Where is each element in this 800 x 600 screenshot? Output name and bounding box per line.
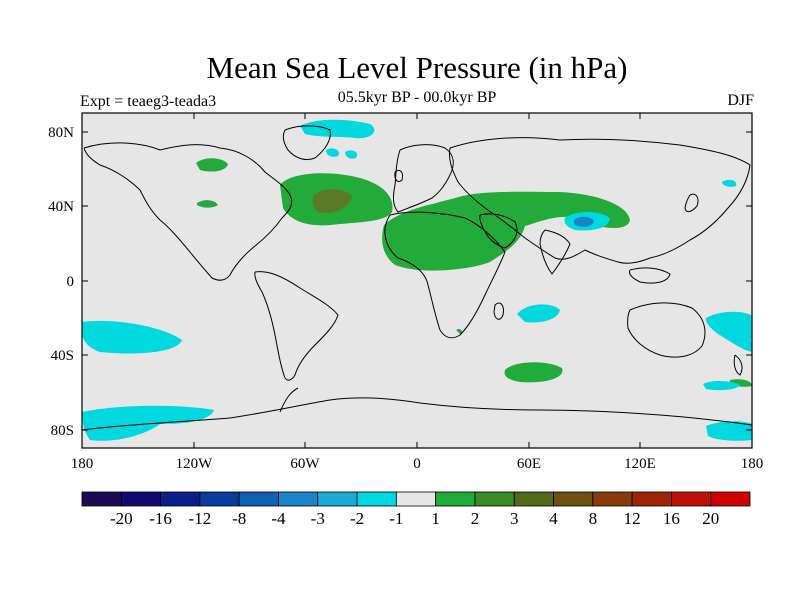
x-axis-labels: 180 120W 60W 0 60E 120E 180	[71, 456, 764, 472]
colorbar-swatch	[160, 491, 201, 507]
coastlines	[82, 125, 752, 431]
colorbar-labels: -20 -16 -12 -8 -4 -3 -2 -1 1 2 3 4 8 12 16 20	[110, 509, 719, 528]
coast-south-america	[254, 271, 339, 381]
colorbar-swatch	[474, 491, 515, 507]
colorbar-label: 2	[471, 509, 480, 528]
colorbar-swatch	[710, 491, 751, 507]
coast-india	[539, 229, 571, 275]
colorbar-label: -8	[232, 509, 246, 528]
x-tick-label: 180	[71, 456, 94, 472]
anomaly-layer	[82, 119, 752, 441]
axis-ticks	[82, 113, 752, 448]
y-tick-label: 40N	[48, 199, 74, 215]
experiment-label: Expt = teaeg3-teada3	[80, 93, 217, 110]
x-tick-label: 0	[413, 456, 421, 472]
colorbar-swatch	[356, 491, 397, 507]
coast-new-zealand	[733, 354, 743, 376]
coast-asia	[449, 137, 751, 264]
anomaly-arctic-a	[300, 119, 375, 139]
x-tick-label: 180	[741, 456, 764, 472]
anomaly-tibet-core	[574, 216, 594, 227]
anomaly-australia-east	[705, 311, 752, 352]
anomaly-southern-ocean-east	[703, 381, 740, 391]
coast-uk	[394, 169, 403, 183]
colorbar-swatch	[317, 491, 358, 507]
anomaly-indian-ocean	[517, 304, 560, 323]
y-tick-label: 0	[67, 274, 75, 290]
coast-africa	[384, 211, 506, 339]
colorbar-label: -2	[350, 509, 364, 528]
anomaly-arctic-c	[345, 150, 358, 159]
coast-antarctic-peninsula	[279, 387, 299, 413]
y-tick-label: 80N	[48, 125, 74, 141]
coast-madagascar	[493, 302, 504, 320]
map-background	[82, 113, 752, 448]
anomaly-arctic-b	[326, 148, 339, 157]
colorbar-label: 1	[431, 509, 440, 528]
anomaly-siberia-small	[722, 179, 737, 187]
colorbar-swatch	[238, 491, 279, 507]
anomaly-antarctic-east	[706, 421, 752, 441]
colorbar-swatch	[435, 491, 476, 507]
anomaly-us-east	[197, 200, 218, 208]
colorbar-swatch	[631, 491, 672, 507]
colorbar-label: -3	[311, 509, 325, 528]
x-tick-label: 60E	[517, 456, 541, 472]
anomaly-small-sa	[456, 328, 463, 335]
anomaly-east-pacific	[82, 320, 182, 354]
y-axis-labels: 80N 40N 0 40S 80S	[48, 125, 74, 439]
colorbar-label: -1	[389, 509, 403, 528]
coast-north-america	[83, 142, 293, 281]
colorbar-label: -20	[110, 509, 133, 528]
colorbar-label: 4	[549, 509, 558, 528]
chart-subtitle: 05.5kyr BP - 00.0kyr BP	[337, 89, 497, 106]
coast-australia	[627, 302, 706, 358]
colorbar-label: -12	[189, 509, 212, 528]
x-tick-label: 60W	[290, 456, 320, 472]
coast-japan	[684, 193, 699, 213]
season-label: DJF	[727, 92, 754, 109]
anomaly-atlantic-core	[312, 189, 352, 214]
colorbar-swatch	[120, 491, 161, 507]
coast-arabia	[479, 213, 518, 249]
colorbar-swatch	[199, 491, 240, 507]
colorbar-swatch	[553, 491, 594, 507]
colorbar-swatch	[395, 491, 437, 507]
colorbar-swatch	[81, 491, 122, 507]
y-tick-label: 40S	[51, 348, 74, 364]
colorbar-label: 3	[510, 509, 519, 528]
colorbar	[81, 491, 751, 507]
anomaly-south-indian	[504, 362, 563, 383]
anomaly-ne-canada	[196, 158, 228, 172]
colorbar-label: 8	[589, 509, 598, 528]
coast-antarctica	[82, 397, 752, 431]
x-tick-label: 120E	[624, 456, 656, 472]
colorbar-label: 12	[624, 509, 641, 528]
chart-title: Mean Sea Level Pressure (in hPa)	[206, 50, 628, 85]
anomaly-africa-asia	[382, 191, 630, 271]
colorbar-swatch	[592, 491, 633, 507]
coast-europe	[392, 144, 454, 213]
colorbar-label: 16	[663, 509, 680, 528]
coast-se-asia	[629, 267, 671, 284]
colorbar-label: -16	[149, 509, 172, 528]
colorbar-swatch	[671, 491, 712, 507]
y-tick-label: 80S	[51, 423, 74, 439]
anomaly-southern-ocean-west	[82, 405, 214, 441]
colorbar-label: 20	[702, 509, 719, 528]
colorbar-label: -4	[271, 509, 286, 528]
colorbar-swatch	[278, 491, 319, 507]
x-tick-label: 120W	[176, 456, 214, 472]
coast-greenland	[282, 125, 331, 161]
colorbar-swatch	[513, 491, 554, 507]
